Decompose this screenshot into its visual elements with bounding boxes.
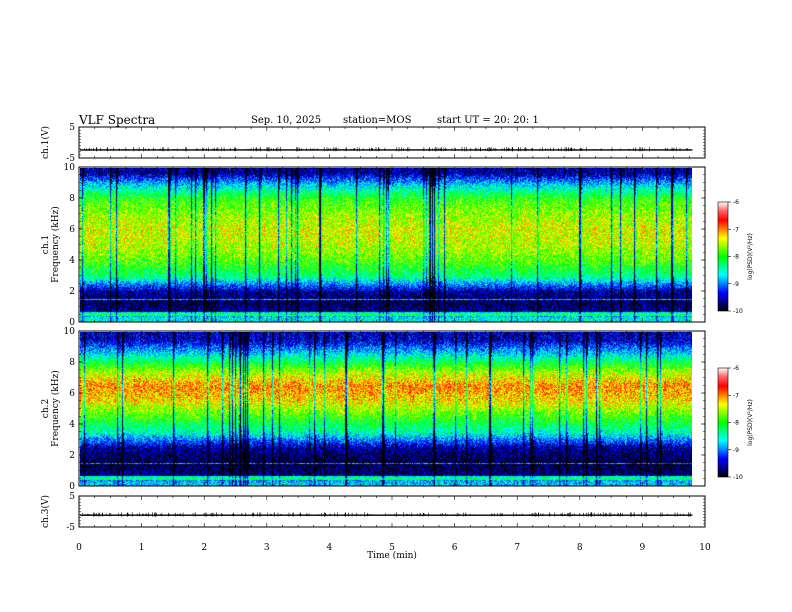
ch1-colorbar-tick-label: -10 bbox=[733, 308, 743, 315]
ch1-colorbar-label: log(PSD)(V²/Hz) bbox=[747, 233, 754, 280]
time-tick-label: 10 bbox=[699, 543, 711, 553]
ch1_waveform-frame bbox=[78, 126, 706, 159]
ch2_spectrogram-ytick-label: 8 bbox=[69, 358, 75, 368]
ch2_spectrogram-ylabel: ch.2 bbox=[41, 399, 51, 418]
time-axis: 0 1 2 3 4 5 6 7 8 9 10 Time (min) bbox=[76, 543, 711, 561]
ch2-colorbar-tick-label: -7 bbox=[733, 392, 739, 399]
ch2_spectrogram-ytick-label: 6 bbox=[69, 389, 75, 399]
ch2-colorbar-tick-label: -6 bbox=[733, 365, 739, 372]
station-label: station=MOS bbox=[343, 115, 412, 126]
ch2_spectrogram-ytick-label: 2 bbox=[69, 451, 75, 461]
colorbars: -6 -7 -8 -9 -10 log(PSD)(V²/Hz) -6 -7 -8 -9 -10 log… bbox=[717, 199, 754, 481]
time-tick-label: 1 bbox=[139, 543, 145, 553]
time-axis-label: Time (min) bbox=[367, 550, 417, 561]
ch3-waveform-panel: 5 -5 ch.3(V) bbox=[40, 492, 706, 533]
ch2_spectrogram-ytick-label: 4 bbox=[69, 420, 75, 430]
ch2_spectrogram-heatmap-image bbox=[80, 332, 692, 486]
ch1_spectrogram-ytick-label: 4 bbox=[69, 256, 75, 266]
ch3_waveform-ytick-label: 5 bbox=[69, 492, 75, 502]
ch1_spectrogram-ytick-label: 2 bbox=[69, 287, 75, 297]
ch1_spectrogram-heatmap-image bbox=[80, 168, 692, 322]
start-time-label: start UT = 20: 20: 1 bbox=[437, 115, 539, 126]
ch1-colorbar-tick-label: -9 bbox=[733, 281, 739, 288]
ch1_waveform-ytick-label: -5 bbox=[66, 154, 75, 164]
ch1_spectrogram-ytick-label: 6 bbox=[69, 225, 75, 235]
ch3_waveform-spikes bbox=[82, 512, 691, 517]
ch1_spectrogram-ylabel: ch.1 bbox=[41, 235, 51, 254]
time-tick-label: 5 bbox=[389, 543, 395, 553]
ch2-colorbar-tick-label: -10 bbox=[733, 474, 743, 481]
ch1-spectrogram-panel: 0 2 4 6 8 10 ch.1 Frequency (kHz) bbox=[41, 163, 706, 328]
date-label: Sep. 10, 2025 bbox=[251, 115, 321, 126]
ch1-colorbar-tick-label: -6 bbox=[733, 199, 739, 206]
ch2_spectrogram-ytick-label: 0 bbox=[69, 482, 75, 492]
time-tick-label: 0 bbox=[76, 543, 82, 553]
ch2-colorbar-tick-label: -8 bbox=[733, 420, 739, 427]
figure-title: VLF Spectra bbox=[78, 113, 155, 127]
ch3_waveform-frame bbox=[78, 495, 706, 528]
time-tick-label: 7 bbox=[514, 543, 520, 553]
ch1_waveform-ylabel: ch.1(V) bbox=[40, 126, 51, 159]
time-tick-label: 4 bbox=[327, 543, 333, 553]
ch3_waveform-ytick-label: -5 bbox=[66, 523, 75, 533]
ch2_spectrogram-ylabel: Frequency (kHz) bbox=[50, 370, 61, 447]
ch1-waveform-panel: 5 -5 ch.1(V) bbox=[40, 123, 706, 164]
ch1-colorbar-tick-label: -7 bbox=[733, 226, 739, 233]
ch2_spectrogram-ytick-label: 10 bbox=[64, 327, 76, 337]
ch3_waveform-ylabel: ch.3(V) bbox=[40, 495, 51, 528]
time-tick-label: 8 bbox=[577, 543, 583, 553]
time-tick-label: 2 bbox=[201, 543, 207, 553]
ch2-colorbar-label: log(PSD)(V²/Hz) bbox=[747, 399, 754, 446]
ch1_waveform-spikes bbox=[84, 146, 688, 152]
ch1_spectrogram-ytick-label: 10 bbox=[64, 163, 76, 173]
time-tick-label: 9 bbox=[640, 543, 646, 553]
ch1_spectrogram-ytick-label: 0 bbox=[69, 318, 75, 328]
ch1-colorbar bbox=[717, 201, 729, 312]
ch2-colorbar bbox=[717, 367, 729, 478]
ch2-colorbar-tick-label: -9 bbox=[733, 447, 739, 454]
ch1_waveform-ytick-label: 5 bbox=[69, 123, 75, 133]
ch1_spectrogram-ytick-label: 8 bbox=[69, 194, 75, 204]
time-tick-label: 3 bbox=[264, 543, 270, 553]
ch2-spectrogram-panel: 0 2 4 6 8 10 ch.2 Frequency (kHz) bbox=[41, 327, 706, 492]
ch1_spectrogram-ylabel: Frequency (kHz) bbox=[50, 206, 61, 283]
time-tick-label: 6 bbox=[452, 543, 458, 553]
ch1-colorbar-tick-label: -8 bbox=[733, 254, 739, 261]
